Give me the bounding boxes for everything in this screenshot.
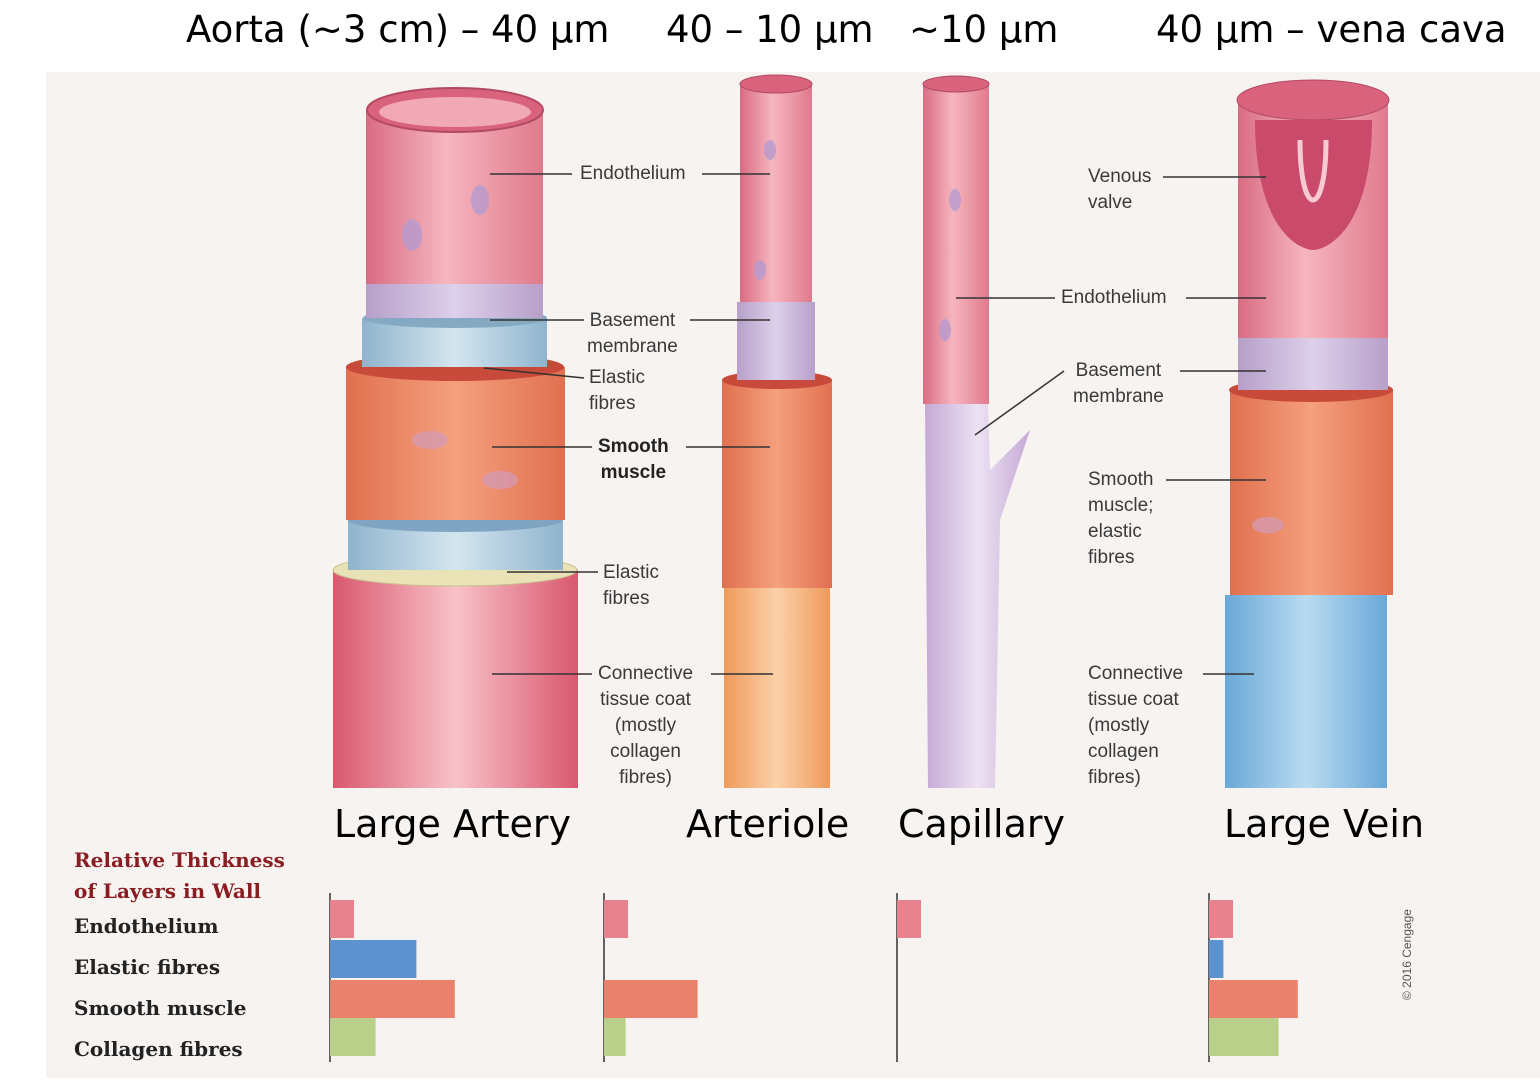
size-label-arteriole: 40 – 10 µm <box>666 8 874 51</box>
legend-row-endothelium: Endothelium <box>74 914 219 938</box>
bar-0-0 <box>330 900 354 938</box>
bar-3-0 <box>1209 900 1233 938</box>
callout-venous-valve: Venous valve <box>1088 166 1152 213</box>
vessel-name-large-artery: Large Artery <box>334 802 571 846</box>
bar-3-2 <box>1209 980 1298 1018</box>
bar-1-3 <box>604 1018 626 1056</box>
vessel-name-arteriole: Arteriole <box>686 802 850 846</box>
bar-1-2 <box>604 980 698 1018</box>
capillary-drawing <box>922 75 1030 788</box>
callout-elastic-fibres-outer: Elastic fibres <box>603 562 659 609</box>
callout-endothelium-capillary-vein: Endothelium <box>1061 287 1167 308</box>
bar-3-1 <box>1209 940 1224 978</box>
vessel-name-large-vein: Large Vein <box>1224 802 1425 846</box>
legend-row-smooth-muscle: Smooth muscle <box>74 996 247 1020</box>
arteriole-drawing <box>722 74 832 788</box>
callout-basement-membrane-vein: Basement membrane <box>1073 360 1164 407</box>
copyright-notice: © 2016 Cengage <box>1400 909 1414 1000</box>
callout-smooth-muscle-vein: Smooth muscle; elastic fibres <box>1088 469 1154 568</box>
size-label-capillary: ~10 µm <box>909 8 1059 51</box>
leader-lines <box>483 173 1266 675</box>
callout-connective-tissue-artery: Connective tissue coat (mostly collagen fibr… <box>598 663 694 788</box>
callout-endothelium-artery: Endothelium <box>580 163 686 184</box>
callout-elastic-fibres-inner: Elastic fibres <box>589 367 645 414</box>
size-label-large-vein: 40 µm – vena cava <box>1156 8 1507 51</box>
bar-0-1 <box>330 940 417 978</box>
bar-1-0 <box>604 900 628 938</box>
bar-0-3 <box>330 1018 376 1056</box>
bar-2-0 <box>897 900 921 938</box>
callout-connective-tissue-vein: Connective tissue coat (mostly collagen fibr… <box>1088 663 1184 788</box>
size-label-large-artery: Aorta (~3 cm) – 40 µm <box>186 8 610 51</box>
legend-row-collagen-fibres: Collagen fibres <box>74 1037 243 1061</box>
callout-basement-membrane-artery: Basement membrane <box>587 310 678 357</box>
callout-smooth-muscle-artery: Smooth muscle <box>598 436 669 483</box>
bar-3-3 <box>1209 1018 1279 1056</box>
large-vein-drawing <box>1225 79 1393 788</box>
legend-title: Relative Thickness of Layers in Wall <box>74 848 285 903</box>
legend-row-elastic-fibres: Elastic fibres <box>74 955 221 979</box>
bar-0-2 <box>330 980 455 1018</box>
vessel-name-capillary: Capillary <box>898 802 1066 846</box>
large-artery-drawing <box>332 87 578 788</box>
